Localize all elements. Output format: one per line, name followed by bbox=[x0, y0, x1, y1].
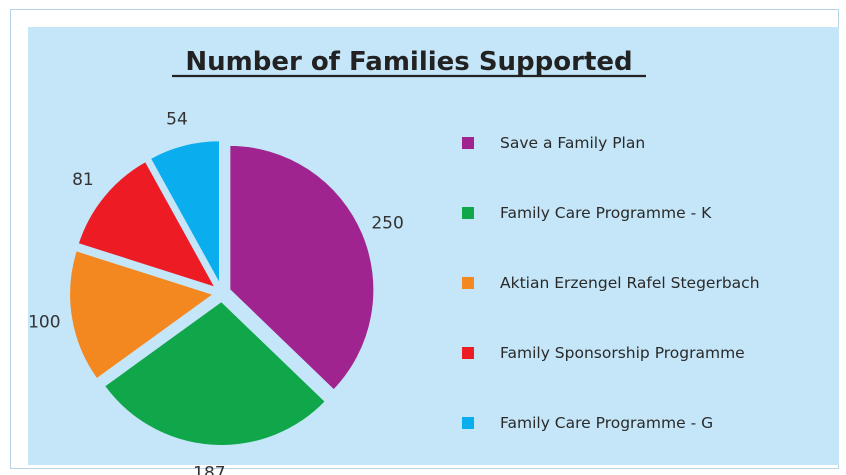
pie-slice-family-care-programme-k bbox=[102, 299, 328, 447]
data-label-family-care-programme-k: 187 bbox=[193, 464, 225, 475]
legend: Save a Family Plan Family Care Programme … bbox=[462, 134, 760, 432]
data-label-family-sponsorship-programme: 81 bbox=[72, 170, 94, 190]
chart-title: Number of Families Supported bbox=[185, 47, 632, 77]
legend-label-family-sponsorship-programme: Family Sponsorship Programme bbox=[500, 344, 745, 362]
pie-slice-save-a-family-plan bbox=[228, 143, 376, 392]
legend-swatch-family-care-programme-k bbox=[462, 207, 474, 219]
data-label-save-a-family-plan: 250 bbox=[371, 214, 403, 234]
data-label-family-care-programme-g: 54 bbox=[166, 110, 188, 130]
legend-label-family-care-programme-k: Family Care Programme - K bbox=[500, 204, 712, 222]
legend-label-aktian-erzengel-rafel-stegerbach: Aktian Erzengel Rafel Stegerbach bbox=[500, 274, 760, 292]
pie-slice-family-care-programme-g bbox=[148, 139, 222, 286]
data-label-aktian-erzengel-rafel-stegerbach: 100 bbox=[28, 313, 60, 333]
pie-slices bbox=[68, 139, 376, 447]
legend-label-save-a-family-plan: Save a Family Plan bbox=[500, 134, 645, 152]
legend-swatch-aktian-erzengel-rafel-stegerbach bbox=[462, 277, 474, 289]
legend-label-family-care-programme-g: Family Care Programme - G bbox=[500, 414, 713, 432]
legend-swatch-family-sponsorship-programme bbox=[462, 347, 474, 359]
legend-swatch-save-a-family-plan bbox=[462, 137, 474, 149]
pie-slice-aktian-erzengel-rafel-stegerbach bbox=[68, 248, 217, 381]
data-labels: 250 187 100 81 54 bbox=[28, 110, 404, 475]
legend-swatch-family-care-programme-g bbox=[462, 417, 474, 429]
pie-slice-family-sponsorship-programme bbox=[76, 159, 218, 290]
